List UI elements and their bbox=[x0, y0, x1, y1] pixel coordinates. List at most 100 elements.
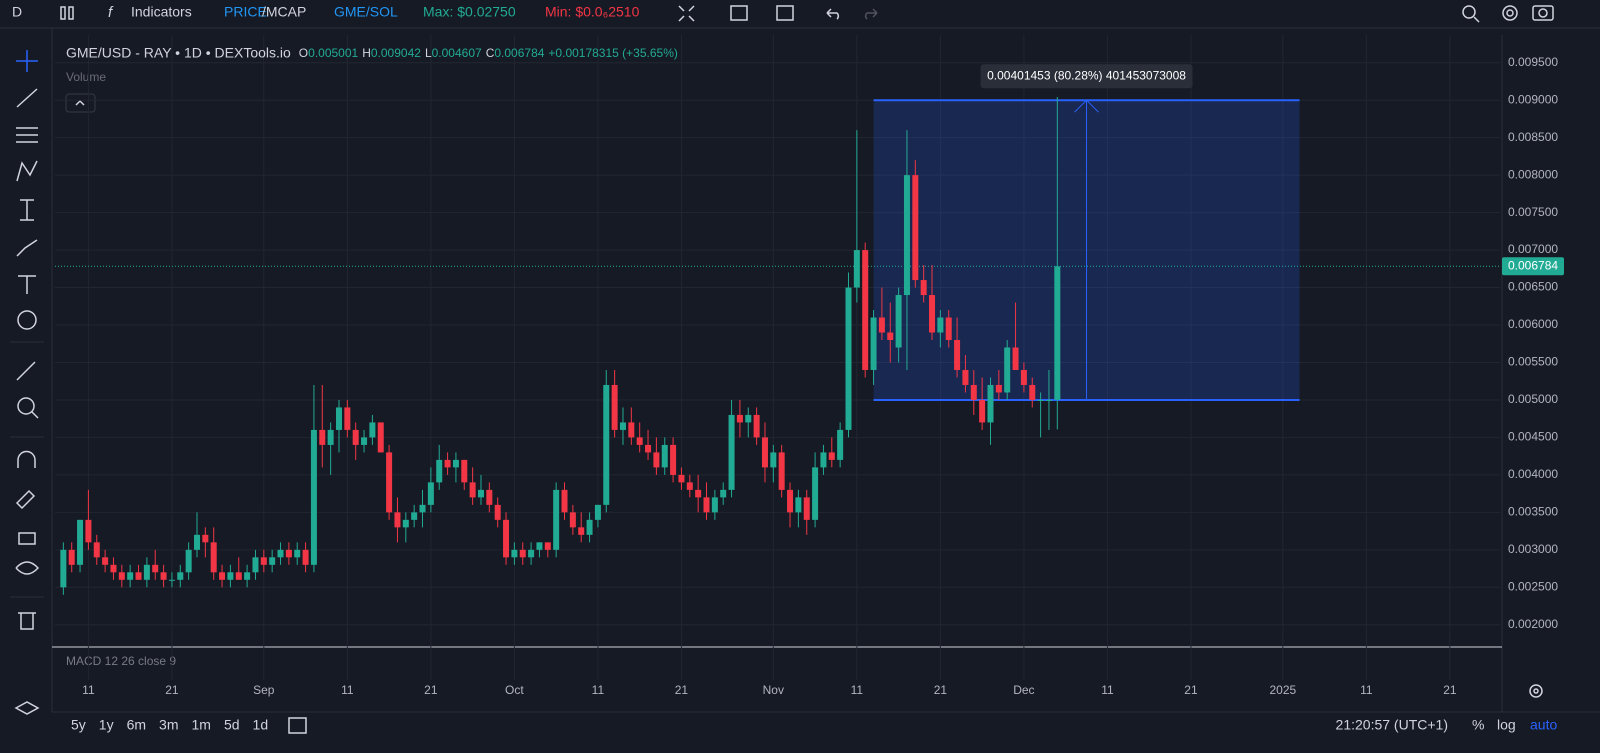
range-button[interactable]: 3m bbox=[159, 717, 178, 733]
candle-body bbox=[68, 549, 75, 565]
candle-body bbox=[377, 422, 384, 453]
candle-body bbox=[1045, 399, 1052, 401]
candle-body bbox=[511, 549, 518, 558]
candle-body bbox=[344, 407, 351, 430]
x-tick-label: Nov bbox=[763, 683, 784, 697]
candle-body bbox=[469, 482, 476, 498]
candle-body bbox=[753, 414, 760, 438]
candle-body bbox=[93, 542, 100, 558]
collapse-arrow bbox=[75, 99, 85, 106]
last-price-box bbox=[1502, 257, 1564, 276]
candle-body bbox=[970, 384, 977, 400]
candle-body bbox=[711, 497, 718, 513]
log-toggle[interactable]: log bbox=[1497, 717, 1516, 733]
candle-body bbox=[519, 549, 526, 558]
price-toggle[interactable]: PRICE bbox=[224, 4, 267, 20]
fx-icon[interactable]: f bbox=[108, 4, 114, 21]
grid bbox=[55, 35, 1500, 680]
candle-body bbox=[954, 340, 961, 370]
candle-body bbox=[912, 175, 919, 281]
x-tick-label: 11 bbox=[82, 683, 95, 697]
y-tick-label: 0.007000 bbox=[1508, 242, 1558, 256]
candle-body bbox=[594, 504, 601, 520]
candle-body bbox=[636, 437, 643, 445]
candle-body bbox=[411, 512, 418, 520]
measure-label-box bbox=[980, 64, 1193, 89]
range-button[interactable]: 1d bbox=[253, 717, 269, 733]
candle-body bbox=[202, 534, 209, 543]
candle-body bbox=[60, 549, 67, 588]
candle-body bbox=[619, 422, 626, 430]
range-button[interactable]: 6m bbox=[127, 717, 146, 733]
candle-body bbox=[193, 534, 200, 550]
y-tick-label: 0.006000 bbox=[1508, 317, 1558, 331]
measure-label: 0.00401453 (80.28%) 401453073008 bbox=[987, 68, 1186, 82]
candle-body bbox=[335, 407, 342, 430]
candle-body bbox=[319, 429, 326, 445]
indicators-button[interactable]: Indicators bbox=[131, 4, 192, 20]
toolbar-icons[interactable] bbox=[678, 5, 1554, 23]
min-label: Min: $0.0₆2510 bbox=[545, 4, 640, 20]
volume-label: Volume bbox=[66, 70, 106, 84]
max-label: Max: $0.02750 bbox=[423, 4, 516, 20]
range-button[interactable]: 5d bbox=[224, 717, 240, 733]
macd-label: MACD 12 26 close 9 bbox=[66, 654, 176, 668]
legend-c-label: C bbox=[486, 46, 495, 60]
candle-body bbox=[1020, 369, 1027, 385]
candle-body bbox=[745, 414, 752, 423]
candle-body bbox=[285, 549, 292, 558]
legend-symbol: GME/USD - RAY • 1D • DEXTools.io bbox=[66, 45, 291, 61]
candle-body bbox=[461, 459, 468, 483]
candle-body bbox=[210, 542, 217, 573]
range-button[interactable]: 1m bbox=[192, 717, 211, 733]
settings-icon[interactable] bbox=[1529, 684, 1543, 698]
candle-body bbox=[812, 467, 819, 520]
percent-toggle[interactable]: % bbox=[1472, 717, 1484, 733]
candle-body bbox=[929, 295, 936, 333]
y-tick-label: 0.008500 bbox=[1508, 130, 1558, 144]
candle-body bbox=[494, 504, 501, 520]
candle-body bbox=[828, 452, 835, 460]
legend-h: 0.009042 bbox=[371, 46, 421, 60]
candle-body bbox=[770, 452, 777, 468]
candle-body bbox=[310, 429, 317, 565]
candle-body bbox=[352, 429, 359, 445]
candle-type-icon[interactable] bbox=[60, 6, 74, 20]
calendar-icon[interactable] bbox=[288, 717, 307, 734]
candle-body bbox=[678, 474, 685, 483]
candle-body bbox=[695, 489, 702, 498]
candle-body bbox=[795, 497, 802, 513]
candle-body bbox=[219, 572, 226, 580]
x-tick-label: 11 bbox=[1101, 683, 1114, 697]
candle-body bbox=[995, 384, 1002, 393]
candle-body bbox=[143, 564, 150, 580]
x-tick-label: 21 bbox=[934, 683, 948, 697]
x-tick-label: 11 bbox=[1360, 683, 1373, 697]
range-button[interactable]: 5y bbox=[71, 717, 86, 733]
symbol-button[interactable]: D bbox=[12, 4, 22, 20]
candle-body bbox=[185, 549, 192, 573]
y-tick-label: 0.004000 bbox=[1508, 467, 1558, 481]
y-tick-label: 0.006500 bbox=[1508, 280, 1558, 294]
collapse-button[interactable] bbox=[65, 93, 96, 113]
legend-l: 0.004607 bbox=[432, 46, 482, 60]
candle-body bbox=[920, 280, 927, 296]
candle-body bbox=[77, 519, 84, 565]
candle-body bbox=[252, 557, 259, 573]
x-tick-label: 11 bbox=[341, 683, 354, 697]
candle-body bbox=[870, 317, 877, 370]
pair-toggle[interactable]: GME/SOL bbox=[334, 4, 398, 20]
mcap-toggle[interactable]: /MCAP bbox=[262, 4, 306, 20]
auto-toggle[interactable]: auto bbox=[1530, 717, 1557, 733]
candle-body bbox=[887, 332, 894, 340]
candle-body bbox=[1004, 347, 1011, 393]
candle-body bbox=[686, 482, 693, 490]
y-tick-label: 0.009500 bbox=[1508, 55, 1558, 69]
candle-body bbox=[728, 414, 735, 490]
candle-body bbox=[845, 287, 852, 430]
candle-body bbox=[645, 444, 652, 453]
candle-body bbox=[569, 512, 576, 528]
drawing-tools[interactable] bbox=[14, 50, 40, 715]
range-button[interactable]: 1y bbox=[99, 717, 114, 733]
